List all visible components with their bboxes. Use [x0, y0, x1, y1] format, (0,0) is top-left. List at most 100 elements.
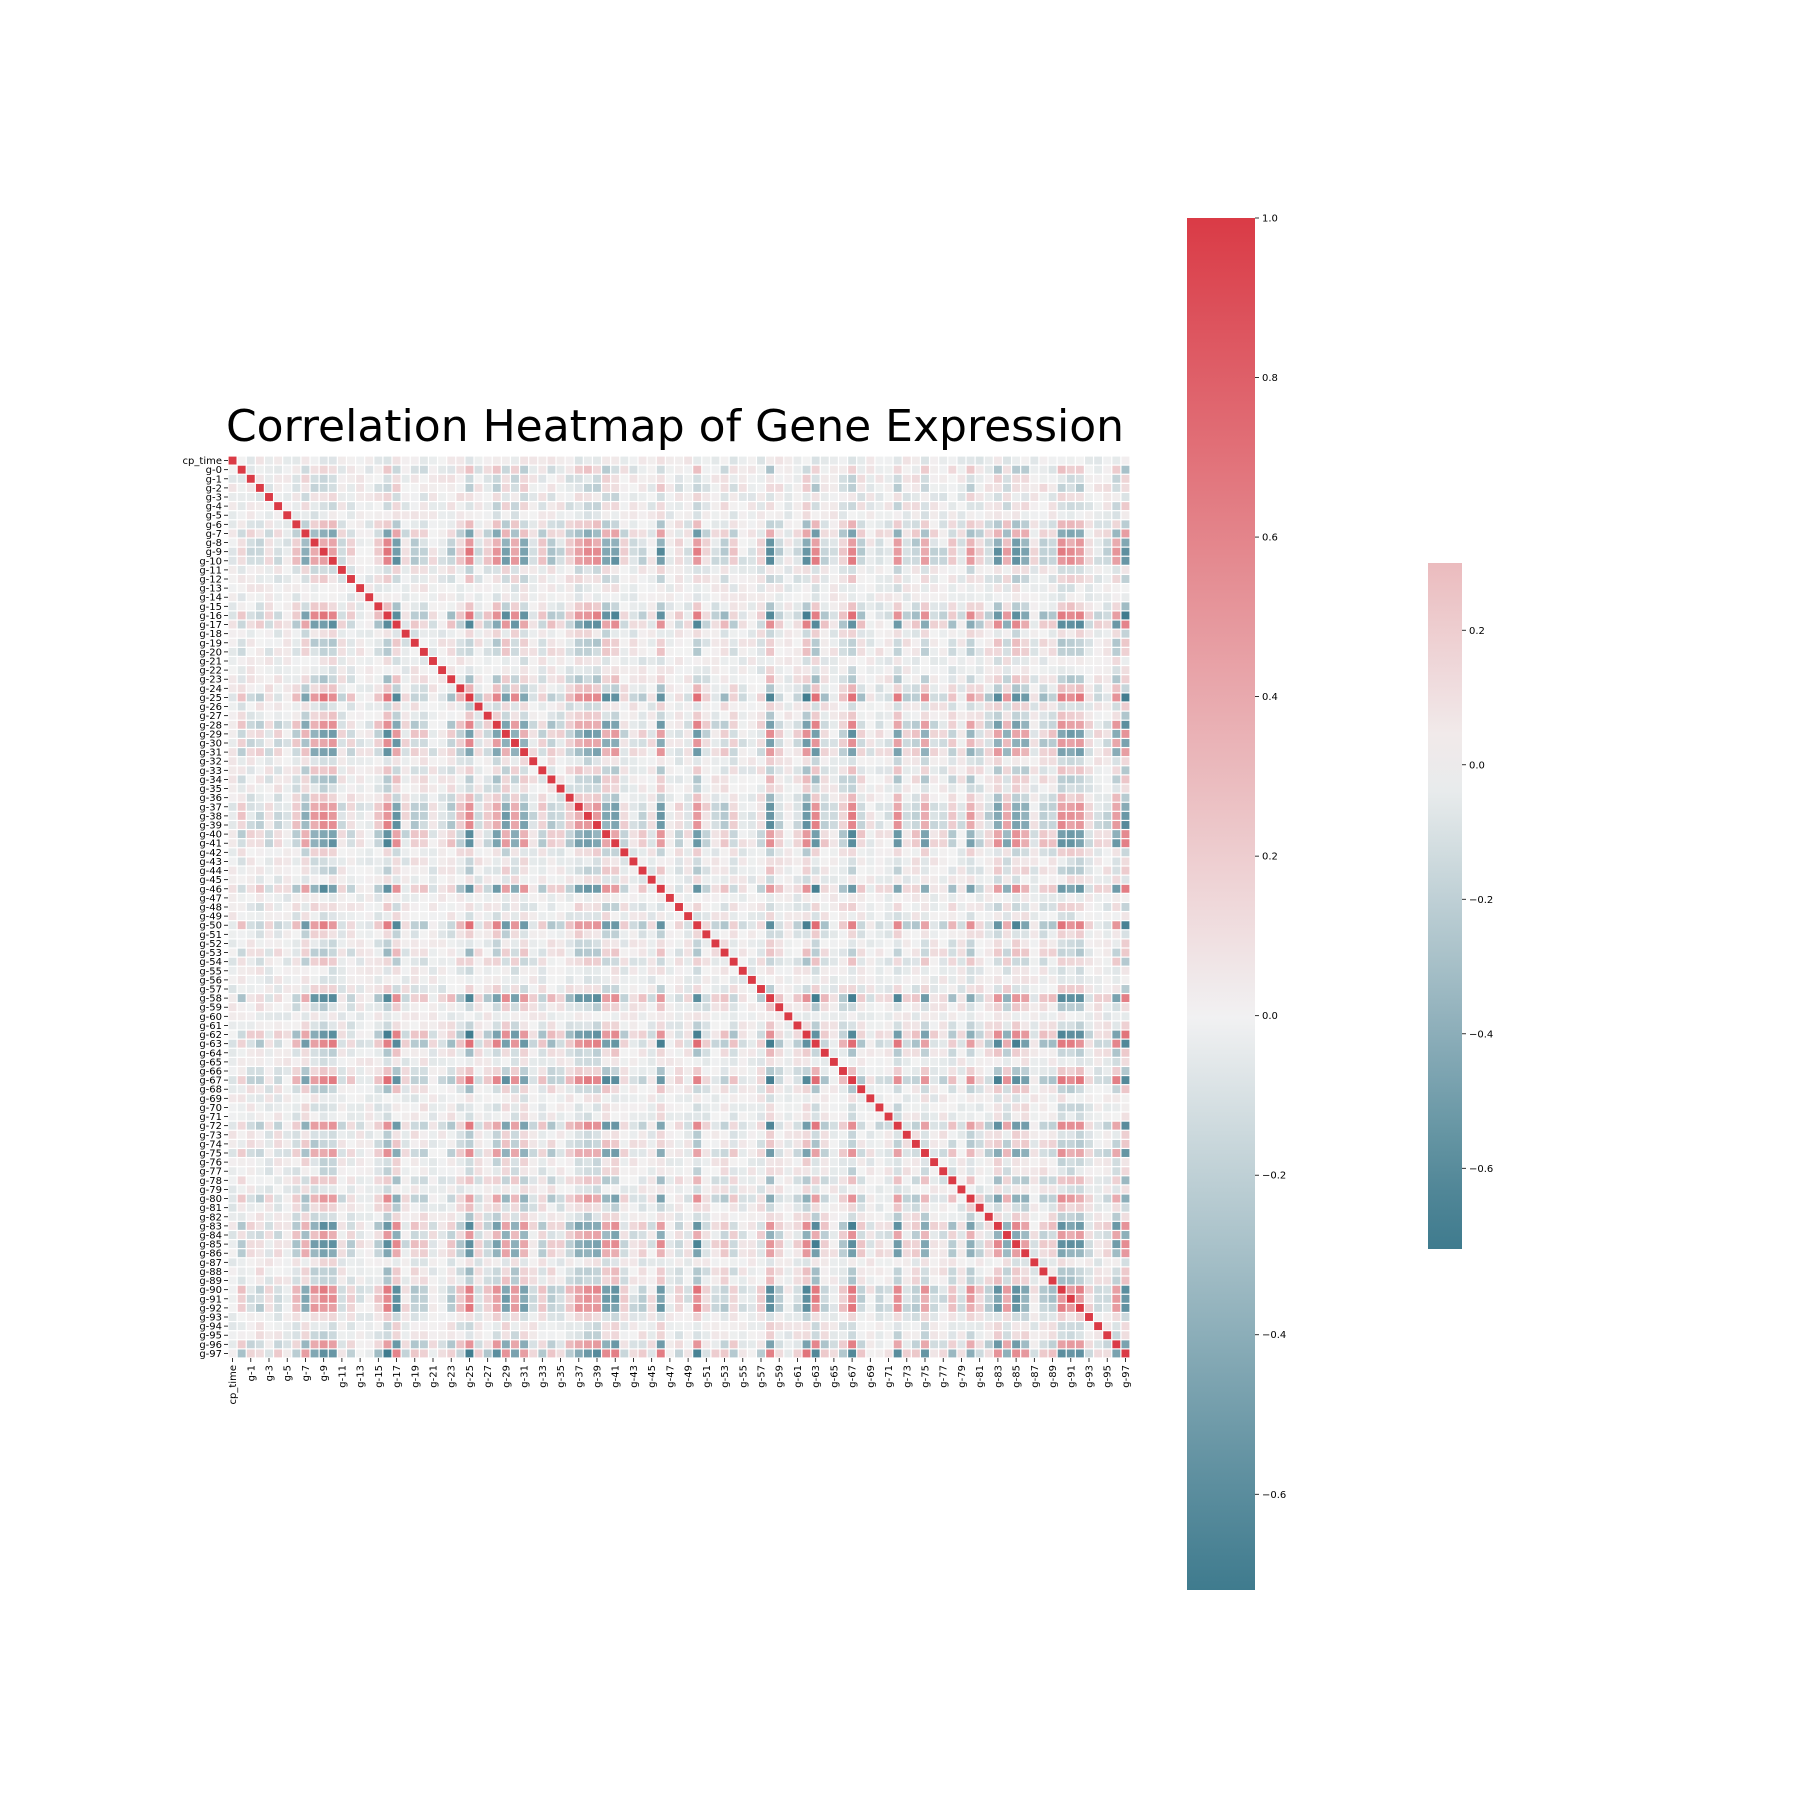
heatmap-cell: [1103, 538, 1112, 547]
heatmap-cell: [993, 802, 1002, 811]
heatmap-cell: [501, 638, 510, 647]
heatmap-cell: [565, 565, 574, 574]
heatmap-cell: [265, 493, 273, 501]
heatmap-cell: [729, 502, 738, 511]
heatmap-cell: [483, 766, 492, 775]
heatmap-cell: [775, 675, 784, 684]
heatmap-cell: [629, 647, 638, 656]
heatmap-cell: [356, 711, 365, 720]
heatmap-cell: [374, 775, 383, 784]
heatmap-cell: [857, 556, 866, 565]
heatmap-cell: [711, 465, 720, 474]
heatmap-cell: [729, 729, 738, 738]
heatmap-cell: [647, 474, 656, 483]
heatmap-cell: [410, 693, 419, 702]
heatmap-cell: [574, 638, 583, 647]
heatmap-cell: [1121, 565, 1130, 574]
heatmap-cell: [1103, 620, 1112, 629]
heatmap-cell: [647, 729, 656, 738]
heatmap-cell: [975, 565, 984, 574]
heatmap-cell: [583, 875, 592, 884]
heatmap-cell: [675, 611, 683, 620]
heatmap-cell: [1112, 802, 1121, 811]
heatmap-cell: [975, 493, 984, 501]
heatmap-cell: [829, 729, 838, 738]
heatmap-cell: [1103, 830, 1112, 839]
heatmap-cell: [474, 875, 483, 884]
heatmap-cell: [656, 684, 665, 693]
heatmap-cell: [456, 775, 465, 784]
heatmap-cell: [665, 729, 674, 738]
heatmap-cell: [274, 675, 283, 684]
heatmap-cell: [747, 848, 756, 857]
heatmap-cell: [1075, 593, 1084, 602]
heatmap-cell: [301, 884, 310, 893]
heatmap-cell: [492, 720, 501, 729]
heatmap-cell: [538, 775, 547, 784]
heatmap-cell: [1057, 875, 1066, 884]
heatmap-cell: [529, 757, 538, 766]
heatmap-cell: [893, 720, 902, 729]
heatmap-cell: [328, 611, 337, 620]
heatmap-cell: [948, 757, 957, 766]
heatmap-cell: [720, 748, 729, 757]
heatmap-cell: [957, 638, 966, 647]
heatmap-cell: [1012, 483, 1021, 492]
heatmap-cell: [875, 456, 884, 465]
heatmap-cell: [638, 684, 647, 693]
heatmap-cell: [820, 657, 829, 665]
heatmap-cell: [356, 793, 365, 802]
heatmap-cell: [456, 766, 465, 775]
heatmap-cell: [1030, 483, 1039, 492]
heatmap-cell: [583, 766, 592, 775]
heatmap-cell: [711, 675, 720, 684]
heatmap-cell: [684, 529, 693, 538]
heatmap-cell: [638, 638, 647, 647]
heatmap-cell: [1121, 739, 1130, 747]
heatmap-cell: [483, 775, 492, 784]
heatmap-cell: [930, 802, 939, 811]
heatmap-cell: [738, 811, 747, 820]
heatmap-cell: [1012, 775, 1021, 784]
heatmap-cell: [274, 684, 283, 693]
heatmap-cell: [993, 702, 1002, 711]
heatmap-cell: [757, 729, 765, 738]
heatmap-cell: [1039, 729, 1048, 738]
heatmap-cell: [401, 620, 410, 629]
heatmap-cell: [866, 821, 875, 829]
heatmap-cell: [1030, 903, 1039, 911]
heatmap-cell: [474, 739, 483, 747]
heatmap-cell: [410, 647, 419, 656]
heatmap-cell: [747, 830, 756, 839]
heatmap-cell: [893, 647, 902, 656]
heatmap-cell: [802, 529, 811, 538]
heatmap-cell: [811, 693, 820, 702]
heatmap-cell: [720, 584, 729, 593]
heatmap-cell: [1103, 666, 1112, 675]
heatmap-cell: [593, 784, 601, 793]
heatmap-cell: [893, 620, 902, 629]
heatmap-cell: [620, 857, 629, 866]
heatmap-cell: [347, 748, 355, 757]
heatmap-cell: [1103, 811, 1112, 820]
heatmap-cell: [857, 529, 866, 538]
heatmap-cell: [930, 866, 939, 875]
heatmap-cell: [492, 875, 501, 884]
heatmap-cell: [511, 839, 519, 848]
heatmap-cell: [757, 766, 765, 775]
heatmap-cell: [802, 666, 811, 675]
heatmap-cell: [1085, 684, 1093, 693]
heatmap-cell: [620, 456, 629, 465]
heatmap-cell: [766, 839, 775, 848]
heatmap-cell: [283, 821, 292, 829]
heatmap-cell: [738, 757, 747, 766]
heatmap-cell: [1103, 611, 1112, 620]
heatmap-cell: [1012, 784, 1021, 793]
heatmap-cell: [866, 456, 875, 465]
heatmap-cell: [483, 711, 492, 720]
heatmap-cell: [593, 875, 601, 884]
heatmap-cell: [565, 593, 574, 602]
heatmap-cell: [583, 593, 592, 602]
heatmap-cell: [665, 903, 674, 911]
heatmap-cell: [884, 739, 893, 747]
